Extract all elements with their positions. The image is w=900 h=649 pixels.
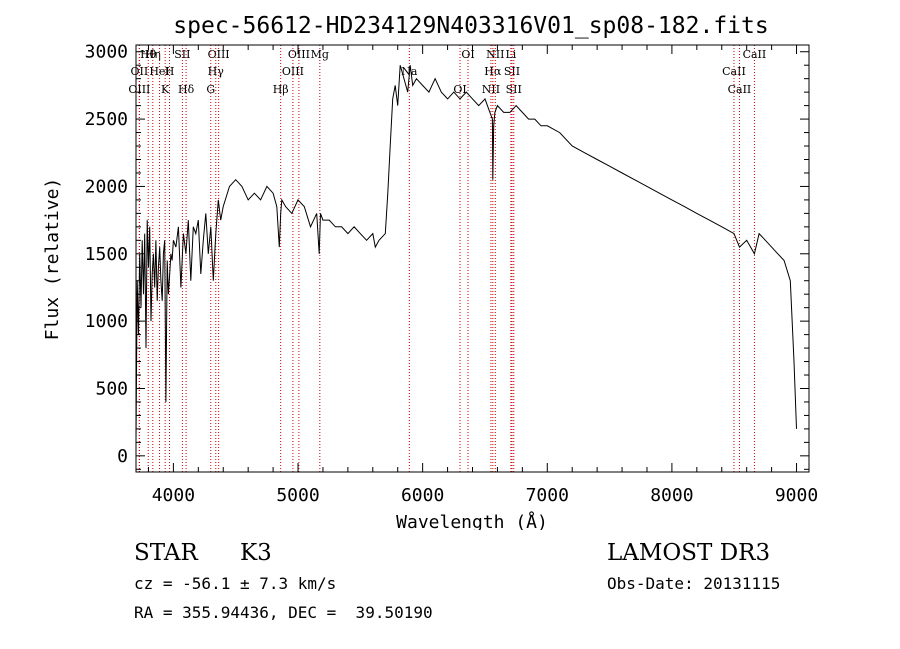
line-label: Mg: [311, 48, 329, 61]
spectral-subclass: K3: [240, 540, 272, 566]
plot-frame: [135, 44, 810, 473]
line-label: Li: [505, 48, 516, 61]
x-tick-label: 8000: [650, 485, 693, 506]
x-tick-label: 6000: [401, 485, 444, 506]
object-type: STAR: [134, 540, 198, 566]
line-label: Hη: [145, 48, 161, 61]
x-tick-label: 5000: [276, 485, 319, 506]
coordinates-text: RA = 355.94436, DEC = 39.50190: [134, 603, 433, 622]
x-axis: 4000 5000 6000 7000 8000 9000: [147, 45, 818, 506]
redshift-text: cz = -56.1 ± 7.3 km/s: [134, 574, 337, 593]
line-label: OIII: [128, 83, 150, 96]
line-label: NII: [482, 83, 500, 96]
line-label: Hβ: [273, 83, 289, 96]
survey-name: LAMOST DR3: [607, 540, 771, 566]
x-axis-label: Wavelength (Å): [396, 511, 548, 530]
line-label: K: [161, 83, 170, 96]
obs-date-text: Obs-Date: 20131115: [607, 574, 781, 593]
y-tick-label: 1000: [85, 311, 128, 332]
y-tick-label: 500: [95, 378, 128, 399]
line-label: G: [206, 83, 215, 96]
line-label: Hδ: [178, 83, 195, 96]
line-label: OIII: [208, 48, 230, 61]
y-axis-label: Flux (relative): [42, 178, 63, 341]
line-label: SII: [504, 65, 520, 78]
emission-lines-layer: HθOIIOIIIHηHeIKSIIHHδOIIIHγGOIIIOIIIHβMg…: [128, 45, 766, 472]
line-label: NII: [486, 48, 504, 61]
y-axis: 0 500 1000 1500 2000 2500 3000: [85, 42, 809, 470]
y-tick-label: 2500: [85, 109, 128, 130]
line-label: SII: [174, 48, 190, 61]
line-label: Hγ: [208, 65, 225, 78]
x-tick-label: 9000: [775, 485, 818, 506]
spectrum-chart: spec-56612-HD234129N403316V01_sp08-182.f…: [42, 13, 818, 530]
line-label: OIII: [288, 48, 310, 61]
y-tick-label: 2000: [85, 176, 128, 197]
line-label: CaII: [722, 65, 746, 78]
line-label: HeI: [149, 65, 169, 78]
line-label: OI: [461, 48, 474, 61]
line-label: Hα: [484, 65, 502, 78]
y-tick-label: 0: [117, 446, 128, 467]
line-label: H: [165, 65, 175, 78]
line-label: OII: [131, 65, 149, 78]
chart-title: spec-56612-HD234129N403316V01_sp08-182.f…: [173, 13, 768, 39]
line-label: CaII: [743, 48, 767, 61]
line-label: OI: [453, 83, 466, 96]
line-label: SII: [506, 83, 522, 96]
spectrum-line: [135, 65, 797, 443]
y-tick-label: 1500: [85, 244, 128, 265]
line-label: CaII: [728, 83, 752, 96]
x-tick-label: 7000: [526, 485, 569, 506]
line-label: OIII: [282, 65, 304, 78]
x-tick-label: 4000: [152, 485, 195, 506]
y-tick-label: 3000: [85, 42, 128, 63]
